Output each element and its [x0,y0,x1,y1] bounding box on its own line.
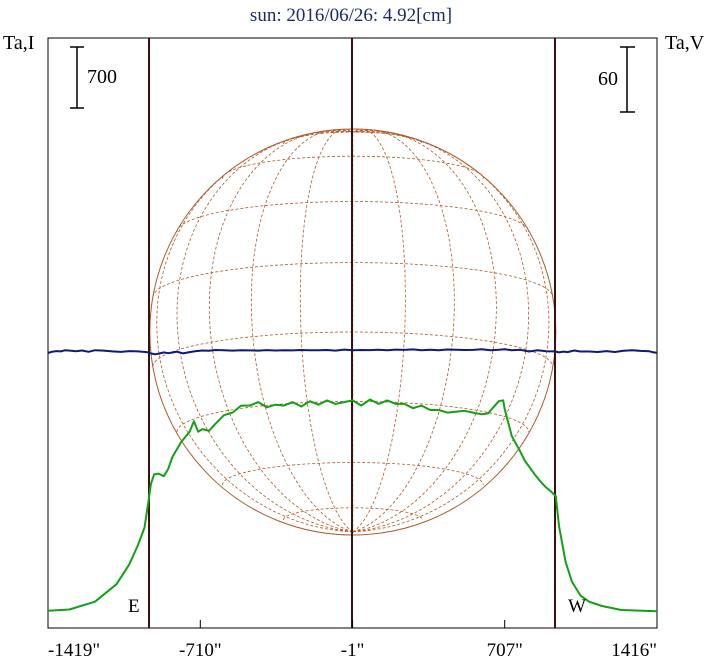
east-label: E [128,596,140,617]
x-tick-label: 707" [487,640,523,661]
x-tick-label: -710" [179,640,222,661]
longitude-line [352,130,530,533]
x-tick-label: 1416" [611,640,657,661]
right-axis-label: Ta,V [665,32,705,54]
longitude-line [299,128,354,533]
intensity-series-line [47,398,658,613]
right-scale-bar [620,46,635,113]
series-layer [47,348,658,613]
longitude-line [156,131,353,533]
left-scale-value: 700 [87,66,117,88]
x-tick-label: -1419" [48,640,100,661]
x-tick-label: -1" [341,640,365,661]
polarization-series-line [47,348,658,356]
longitude-line [352,129,455,533]
longitude-line [250,129,353,533]
left-scale-bar [70,46,84,109]
right-scale-value: 60 [598,68,618,90]
longitude-line [176,130,353,533]
longitude-line [352,130,497,533]
west-label: W [568,596,586,617]
longitude-line [352,131,550,533]
longitude-line [352,128,406,533]
left-axis-label: Ta,I [3,32,34,54]
chart-title: sun: 2016/06/26: 4.92[cm] [250,5,452,26]
longitude-line [208,130,353,533]
x-axis-ticks: -1419" -710" -1" 707" 1416" [47,620,658,661]
